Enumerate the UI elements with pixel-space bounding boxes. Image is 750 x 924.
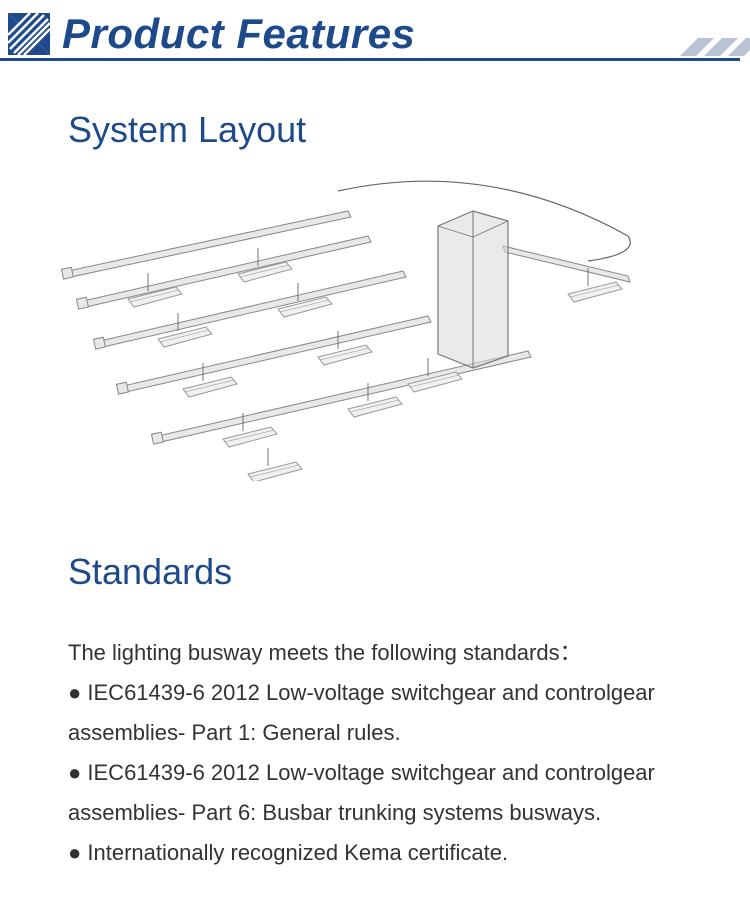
standards-section: Standards xyxy=(0,481,750,593)
logo-icon xyxy=(8,13,50,55)
page-title: Product Features xyxy=(62,10,415,58)
standards-body: The lighting busway meets the following … xyxy=(0,593,750,873)
standards-bullet: ● Internationally recognized Kema certif… xyxy=(68,833,710,873)
page-header: Product Features xyxy=(0,0,740,61)
system-layout-heading: System Layout xyxy=(68,109,750,151)
system-layout-section: System Layout xyxy=(0,61,750,151)
system-layout-diagram xyxy=(8,171,638,481)
standards-bullet: ● IEC61439-6 2012 Low-voltage switchgear… xyxy=(68,753,710,833)
standards-heading: Standards xyxy=(68,551,750,593)
header-stripes-icon xyxy=(680,38,750,61)
standards-bullet: ● IEC61439-6 2012 Low-voltage switchgear… xyxy=(68,673,710,753)
standards-intro: The lighting busway meets the following … xyxy=(68,633,710,673)
